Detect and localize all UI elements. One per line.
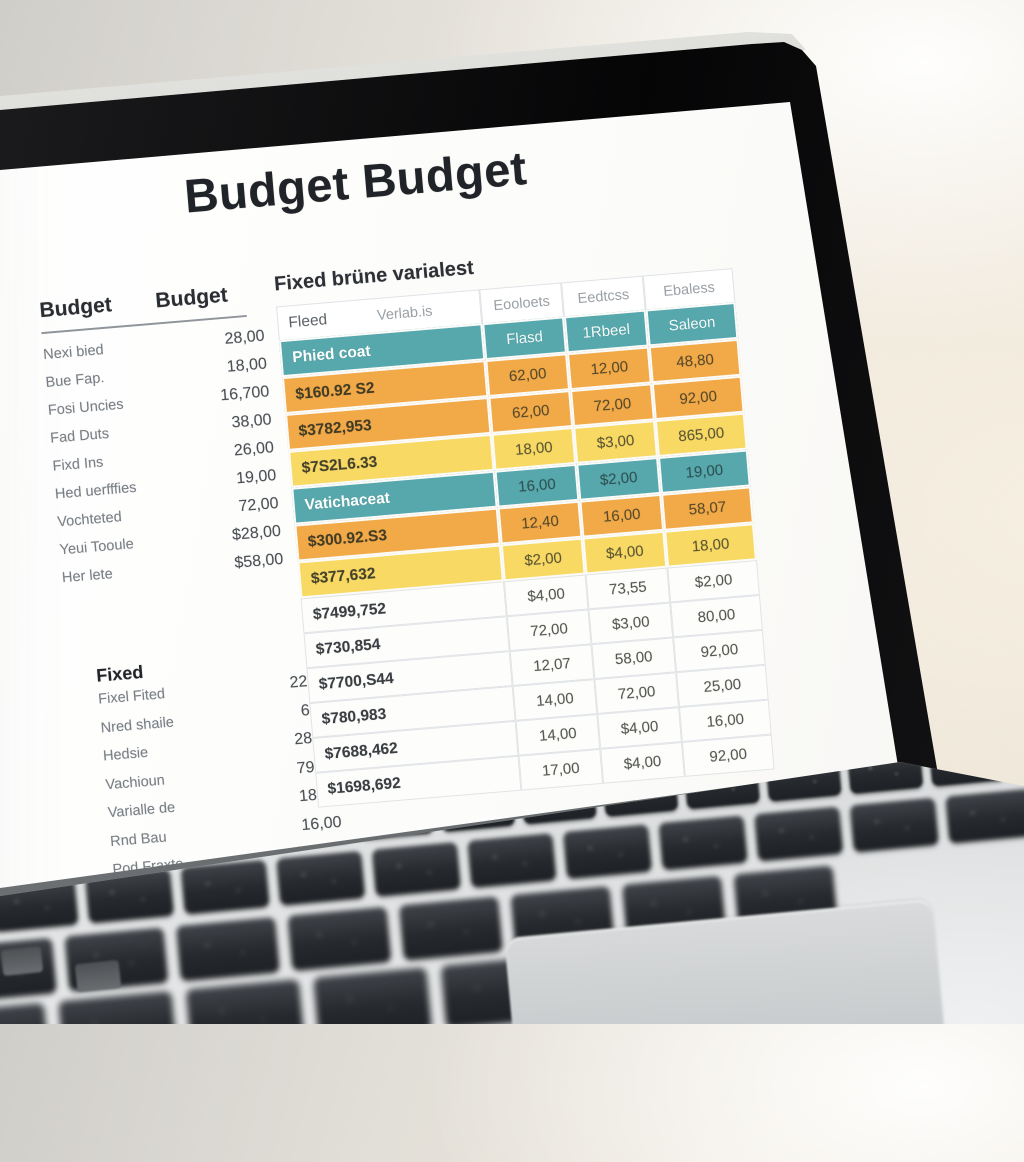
item-label: Fad Duts	[50, 426, 110, 447]
item-value: 16,700	[220, 383, 270, 405]
table-cell: $4,00	[600, 742, 685, 784]
item-value: $58,00	[234, 551, 284, 573]
item-label: Fixd Ins	[52, 454, 104, 474]
laptop-photo-scene: Budget Budget Budget Budget Nexi bied 28,…	[0, 0, 1024, 1024]
keyboard-key	[945, 789, 1024, 844]
side-port-icon	[75, 960, 122, 992]
item-label: Rnd Bau	[110, 829, 168, 850]
item-value: $28,00	[231, 523, 281, 545]
item-label: Bue Fap.	[45, 370, 105, 391]
item-label: Fosi Uncies	[47, 397, 124, 419]
keyboard-key	[0, 1003, 49, 1076]
keyboard-key	[467, 833, 556, 888]
keyboard-key	[276, 851, 365, 906]
item-value: 18,00	[226, 355, 267, 376]
keyboard-key	[850, 797, 939, 852]
header-left-label: Fleed	[288, 311, 328, 331]
budget-summary-list: Budget Budget Nexi bied 28,00 Bue Fap. 18,…	[39, 281, 285, 598]
item-value: 16,00	[301, 813, 342, 834]
keyboard-key	[186, 979, 304, 1052]
item-label: Nred shaile	[100, 714, 174, 736]
keyboard-key	[176, 917, 280, 981]
page-title: Budget Budget	[182, 140, 529, 224]
table-cell: 92,00	[682, 734, 775, 776]
keyboard-key	[988, 691, 1024, 731]
keyboard-key	[181, 860, 270, 915]
keyboard-key	[58, 991, 176, 1064]
item-value: 38,00	[231, 411, 272, 432]
keyboard-key	[659, 815, 748, 870]
item-label: Hedsie	[102, 745, 148, 765]
keyboard-key	[313, 967, 431, 1040]
keyboard-key	[965, 657, 1022, 691]
keyboard-key	[1010, 732, 1024, 779]
keyboard-key	[929, 740, 1005, 787]
summary-col2-header: Budget	[155, 284, 229, 314]
item-label: Vachioun	[105, 772, 166, 793]
item-value: 26,00	[233, 439, 274, 460]
table-cell: 17,00	[519, 749, 604, 791]
item-label: Yeui Tooule	[59, 536, 134, 558]
keyboard-key	[288, 907, 392, 971]
side-port-icon	[1, 946, 43, 976]
keyboard-key	[372, 842, 461, 897]
item-label: Fixel Fited	[98, 686, 166, 708]
summary-col1-header: Budget	[39, 293, 113, 323]
header-right-label: Verlab.is	[376, 303, 433, 324]
trackpad	[504, 899, 950, 1128]
keyboard-key	[399, 896, 503, 960]
item-label: Vochteted	[57, 509, 123, 530]
item-value: 28,00	[224, 328, 265, 349]
item-label: Nexi bied	[43, 342, 105, 363]
item-label: Her lete	[61, 566, 113, 586]
budget-table-section: Fixed brüne varialest Fleed Verlab.is Eo…	[273, 235, 778, 808]
budget-table: Fleed Verlab.is Eooloets Eedtcss Ebaless…	[276, 268, 774, 808]
item-label: Varialle de	[107, 800, 176, 822]
item-value: 19,00	[236, 467, 277, 488]
keyboard-key	[563, 824, 652, 879]
item-value: 72,00	[238, 495, 279, 516]
keyboard-key	[754, 806, 843, 861]
